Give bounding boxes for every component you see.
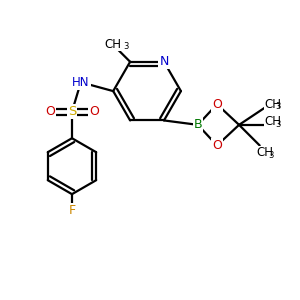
Text: CH: CH bbox=[257, 146, 274, 159]
Text: O: O bbox=[89, 105, 99, 118]
Text: CH: CH bbox=[104, 38, 121, 51]
Text: F: F bbox=[68, 204, 76, 217]
Text: N: N bbox=[159, 55, 169, 68]
Text: 3: 3 bbox=[275, 102, 281, 111]
Text: O: O bbox=[45, 105, 55, 118]
Text: CH: CH bbox=[264, 116, 281, 128]
Text: 3: 3 bbox=[124, 42, 129, 51]
Text: 3: 3 bbox=[275, 120, 281, 129]
Text: B: B bbox=[194, 118, 202, 131]
Text: 3: 3 bbox=[268, 151, 273, 160]
Text: CH: CH bbox=[264, 98, 281, 111]
Text: O: O bbox=[212, 98, 222, 111]
Text: HN: HN bbox=[72, 76, 90, 89]
Text: O: O bbox=[212, 139, 222, 152]
Text: S: S bbox=[68, 105, 76, 118]
